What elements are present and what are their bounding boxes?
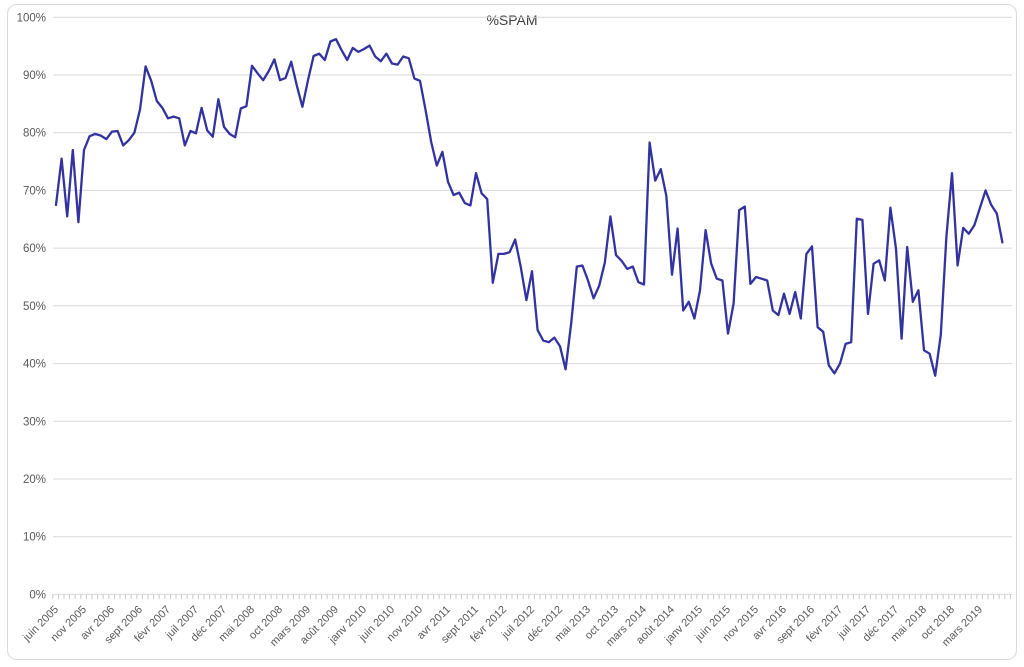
gridlines [53,16,1012,595]
x-axis-ticks [52,594,1011,600]
chart-frame [7,4,1017,660]
y-axis-label: 80% [23,128,46,140]
y-axis-label: 40% [23,359,46,371]
y-axis-label: 60% [23,243,46,255]
y-axis-label: 90% [23,70,46,82]
y-axis-label: 30% [23,416,46,428]
y-axis-label: 70% [23,185,46,197]
y-axis-label: 50% [23,301,46,313]
y-axis-label: 20% [23,474,46,486]
y-axis-label: 0% [29,589,46,601]
y-axis-label: 10% [23,532,46,544]
y-axis-label: 100% [17,12,46,24]
y-axis: 0% 10% 20% 30% 40% 50% 60% 70% 80% 90% 100% [17,12,46,601]
chart-title: %SPAM [486,12,538,28]
spam-series-line [54,38,1004,377]
